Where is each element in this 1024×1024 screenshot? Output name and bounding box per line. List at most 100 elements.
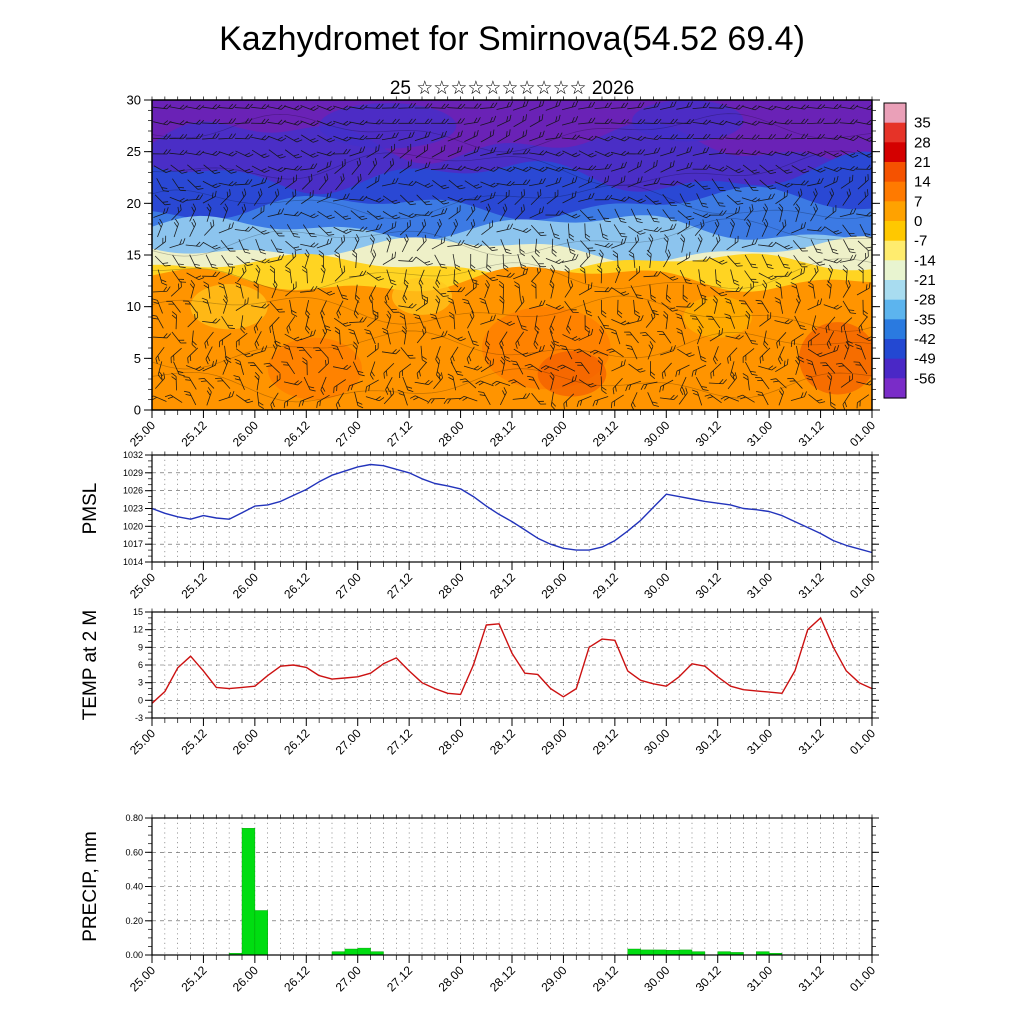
temp-ytick-label: 3 bbox=[138, 678, 143, 688]
x-axis-label: 28.12 bbox=[487, 418, 518, 449]
temp-line bbox=[151, 617, 873, 704]
precip-bar bbox=[241, 828, 256, 956]
x-axis-label: 27.12 bbox=[384, 726, 415, 757]
precip-ytick-label: 0.60 bbox=[125, 847, 143, 857]
x-axis-label: 28.12 bbox=[487, 963, 518, 994]
x-axis-label: 28.00 bbox=[436, 418, 467, 449]
pmsl-ytick-label: 1026 bbox=[123, 486, 143, 496]
cross-section-panel: 0 5 10 15 20 25 30 25.00 25.12 26.00 26.12 27.00 27.… bbox=[127, 93, 936, 450]
colorbar-label: 28 bbox=[914, 134, 931, 151]
colorbar-label: 14 bbox=[914, 174, 931, 191]
x-axis-label: 30.12 bbox=[693, 963, 724, 994]
x-axis-label: 25.12 bbox=[178, 418, 209, 449]
x-axis-label: 25.00 bbox=[127, 418, 158, 449]
x-axis-label: 26.00 bbox=[230, 570, 261, 601]
pmsl-ytick-label: 1017 bbox=[123, 539, 143, 549]
wind-barbs bbox=[152, 100, 872, 410]
colorbar-label: -21 bbox=[914, 272, 936, 289]
x-axis-label: 30.12 bbox=[693, 570, 724, 601]
colorbar-label: -49 bbox=[914, 351, 936, 368]
height-axis-label: 30 bbox=[127, 93, 141, 108]
temperature-field bbox=[152, 100, 872, 410]
precip-bar bbox=[627, 948, 641, 956]
x-axis-label: 25.12 bbox=[178, 726, 209, 757]
x-axis-label: 29.00 bbox=[538, 963, 569, 994]
height-axis-label: 15 bbox=[127, 248, 141, 263]
x-axis-label: 27.00 bbox=[333, 570, 364, 601]
x-axis-label: 28.00 bbox=[436, 726, 467, 757]
pmsl-ytick-label: 1032 bbox=[123, 450, 143, 460]
pmsl-ytick-label: 1023 bbox=[123, 504, 143, 514]
x-axis-label: 31.12 bbox=[796, 418, 827, 449]
precip-bar bbox=[357, 947, 371, 956]
precip-bar bbox=[254, 910, 268, 956]
precip-ytick-label: 0.80 bbox=[125, 813, 143, 823]
x-axis-label: 29.12 bbox=[590, 726, 621, 757]
precip-ytick-label: 0.00 bbox=[125, 950, 143, 960]
x-axis-label: 29.00 bbox=[538, 726, 569, 757]
precip-ytick-label: 0.20 bbox=[125, 916, 143, 926]
colorbar-label: -42 bbox=[914, 331, 936, 348]
x-axis-label: 01.00 bbox=[847, 963, 878, 994]
pmsl-ytick-label: 1020 bbox=[123, 521, 143, 531]
temp-axis-title: TEMP at 2 M bbox=[80, 610, 101, 721]
precip-bar bbox=[344, 948, 358, 956]
x-axis-label: 26.12 bbox=[281, 726, 312, 757]
x-axis-label: 31.00 bbox=[744, 963, 775, 994]
x-axis-label: 26.00 bbox=[230, 418, 261, 449]
precip-ytick-label: 0.40 bbox=[125, 882, 143, 892]
x-axis-label: 27.12 bbox=[384, 418, 415, 449]
x-axis-label: 26.00 bbox=[230, 726, 261, 757]
pmsl-axis-title: PMSL bbox=[80, 483, 101, 535]
temp-ytick-label: 0 bbox=[138, 695, 143, 705]
x-axis-label: 30.00 bbox=[641, 418, 672, 449]
x-axis-label: 31.12 bbox=[796, 726, 827, 757]
x-axis-label: 27.12 bbox=[384, 570, 415, 601]
x-axis-label: 30.12 bbox=[693, 726, 724, 757]
x-axis-label: 26.12 bbox=[281, 963, 312, 994]
precip-panel: 0.00 0.20 0.40 0.60 0.80 25.00 25.12 26.00 26.12… bbox=[80, 813, 879, 994]
x-axis-label: 29.12 bbox=[590, 963, 621, 994]
x-axis-label: 27.00 bbox=[333, 963, 364, 994]
height-axis-label: 10 bbox=[127, 299, 141, 314]
x-axis-label: 01.00 bbox=[847, 570, 878, 601]
x-axis-label: 28.00 bbox=[436, 570, 467, 601]
pmsl-ytick-label: 1014 bbox=[123, 557, 143, 567]
x-axis-label: 30.00 bbox=[641, 963, 672, 994]
x-axis-label: 28.12 bbox=[487, 726, 518, 757]
precip-bar bbox=[653, 949, 667, 956]
temp-ytick-label: -3 bbox=[135, 713, 143, 723]
colorbar-label: -7 bbox=[914, 233, 927, 250]
pmsl-line bbox=[151, 463, 873, 554]
x-axis-label: 25.12 bbox=[178, 570, 209, 601]
x-axis-label: 26.00 bbox=[230, 963, 261, 994]
colorbar-label: -28 bbox=[914, 292, 936, 309]
height-axis-label: 5 bbox=[134, 351, 141, 366]
height-axis-label: 20 bbox=[127, 196, 141, 211]
x-axis-label: 28.00 bbox=[436, 963, 467, 994]
x-axis-label: 29.12 bbox=[590, 418, 621, 449]
page-title: Kazhydromet for Smirnova(54.52 69.4) bbox=[219, 20, 805, 58]
x-axis-label: 28.12 bbox=[487, 570, 518, 601]
colorbar-label: 0 bbox=[914, 213, 922, 230]
pmsl-ytick-label: 1029 bbox=[123, 468, 143, 478]
temp-panel: -3 0 3 6 9 12 15 25.00 25.12 26.00 26.12 27.00 27.12… bbox=[80, 607, 879, 757]
x-axis-label: 31.00 bbox=[744, 570, 775, 601]
x-axis-label: 25.00 bbox=[127, 726, 158, 757]
pmsl-panel: 1014 1017 1020 1023 1026 1029 1032 25.00 25.12 26… bbox=[80, 450, 879, 601]
x-axis-label: 31.12 bbox=[796, 963, 827, 994]
precip-bar bbox=[678, 949, 693, 956]
x-axis-label: 26.12 bbox=[281, 570, 312, 601]
colorbar-label: -35 bbox=[914, 311, 936, 328]
x-axis-label: 30.00 bbox=[641, 726, 672, 757]
x-axis-label: 29.00 bbox=[538, 570, 569, 601]
temp-ytick-label: 6 bbox=[138, 660, 143, 670]
x-axis-label: 30.00 bbox=[641, 570, 672, 601]
colorbar: 35 28 21 14 7 0 -7 -14 -21 -28 -35 -42 -49 -56 bbox=[883, 102, 936, 399]
x-axis-label: 01.00 bbox=[847, 418, 878, 449]
precip-axis-title: PRECIP, mm bbox=[80, 831, 101, 942]
x-axis-label: 31.00 bbox=[744, 726, 775, 757]
colorbar-label: -56 bbox=[914, 370, 936, 387]
